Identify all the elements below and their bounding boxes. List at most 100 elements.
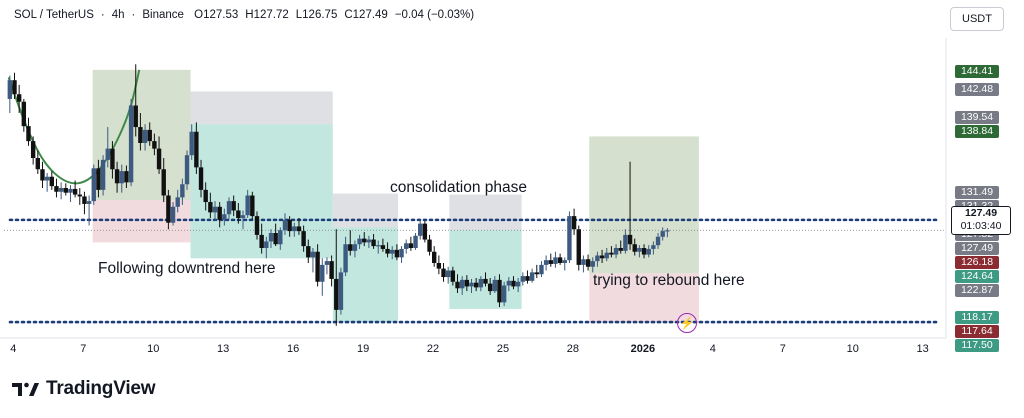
candle-51[interactable]: [245, 189, 250, 218]
candle-95[interactable]: [450, 266, 456, 286]
price-label-131-49[interactable]: 131.49: [955, 186, 999, 200]
candle-11[interactable]: [58, 182, 64, 200]
candle-21[interactable]: [105, 127, 110, 168]
candle-78[interactable]: [371, 233, 376, 249]
candle-105[interactable]: [497, 274, 502, 308]
price-label-118-17[interactable]: 118.17: [955, 311, 999, 325]
downtrend-label[interactable]: Following downtrend here: [98, 260, 276, 277]
candle-140[interactable]: [660, 227, 665, 241]
candle-2[interactable]: [16, 84, 22, 113]
candle-91[interactable]: [431, 246, 437, 267]
trend-curve[interactable]: [7, 69, 141, 185]
candle-12[interactable]: [63, 183, 68, 196]
candle-44[interactable]: [212, 201, 218, 221]
candle-55[interactable]: [264, 236, 269, 259]
candle-20[interactable]: [100, 155, 106, 196]
candle-35[interactable]: [170, 202, 176, 226]
candle-88[interactable]: [418, 219, 423, 240]
candle-126[interactable]: [595, 251, 600, 267]
candle-31[interactable]: [152, 133, 157, 156]
candle-8[interactable]: [44, 173, 50, 192]
candle-94[interactable]: [445, 266, 451, 284]
candle-65[interactable]: [310, 248, 316, 273]
candle-56[interactable]: [268, 229, 274, 248]
candle-112[interactable]: [529, 268, 535, 283]
gray-zone-2[interactable]: [332, 193, 399, 228]
candle-125[interactable]: [590, 257, 595, 273]
candle-47[interactable]: [226, 197, 232, 219]
candle-59[interactable]: [282, 213, 288, 235]
candle-92[interactable]: [436, 255, 442, 275]
candle-1[interactable]: [12, 72, 17, 99]
candle-62[interactable]: [296, 218, 302, 235]
candle-81[interactable]: [385, 242, 390, 258]
candle-43[interactable]: [208, 192, 213, 218]
price-label-117-50[interactable]: 117.50: [955, 339, 999, 353]
candle-38[interactable]: [184, 150, 190, 190]
rebound-label[interactable]: trying to rebound here: [593, 272, 745, 289]
candle-73[interactable]: [348, 230, 353, 256]
candle-28[interactable]: [138, 113, 143, 151]
candle-27[interactable]: [133, 64, 138, 137]
price-label-142-48[interactable]: 142.48: [955, 83, 999, 97]
candle-93[interactable]: [441, 263, 446, 282]
candle-130[interactable]: [613, 244, 619, 259]
candle-25[interactable]: [124, 165, 129, 189]
candle-80[interactable]: [380, 238, 386, 252]
candle-48[interactable]: [231, 195, 236, 217]
candle-74[interactable]: [352, 240, 358, 258]
candle-77[interactable]: [366, 235, 372, 248]
candle-34[interactable]: [166, 189, 171, 230]
interval-label[interactable]: 4h: [111, 9, 125, 21]
consolidation-label[interactable]: consolidation phase: [390, 179, 528, 196]
candle-134[interactable]: [632, 238, 637, 256]
candle-36[interactable]: [175, 189, 180, 213]
candle-67[interactable]: [320, 258, 325, 296]
candle-110[interactable]: [520, 272, 525, 286]
candle-18[interactable]: [91, 164, 96, 205]
candle-133[interactable]: [627, 161, 633, 250]
candle-54[interactable]: [259, 223, 264, 254]
candle-114[interactable]: [539, 261, 544, 278]
candle-66[interactable]: [315, 244, 320, 287]
candle-15[interactable]: [77, 188, 82, 205]
candle-14[interactable]: [72, 180, 78, 198]
candle-6[interactable]: [35, 150, 41, 174]
candle-29[interactable]: [142, 124, 148, 151]
candle-53[interactable]: [254, 211, 260, 240]
price-label-138-84[interactable]: 138.84: [955, 124, 999, 138]
candle-106[interactable]: [501, 281, 507, 307]
candle-26[interactable]: [128, 98, 134, 187]
candle-123[interactable]: [581, 255, 586, 273]
candle-96[interactable]: [455, 274, 460, 293]
candle-122[interactable]: [576, 225, 581, 271]
candle-58[interactable]: [278, 227, 283, 250]
candle-108[interactable]: [511, 276, 516, 290]
candle-71[interactable]: [338, 267, 344, 315]
candle-116[interactable]: [548, 253, 553, 267]
candle-98[interactable]: [464, 275, 470, 292]
currency-unit-button[interactable]: USDT: [950, 7, 1004, 31]
candle-10[interactable]: [54, 178, 59, 198]
candle-138[interactable]: [651, 241, 656, 255]
candle-76[interactable]: [362, 232, 367, 247]
candle-24[interactable]: [119, 164, 124, 193]
green-zone-3[interactable]: [449, 230, 522, 309]
candle-72[interactable]: [343, 236, 348, 277]
candle-137[interactable]: [646, 245, 651, 258]
candle-50[interactable]: [240, 210, 246, 230]
candle-102[interactable]: [483, 272, 488, 287]
candle-17[interactable]: [86, 195, 92, 226]
candle-45[interactable]: [217, 202, 222, 228]
candle-111[interactable]: [525, 270, 530, 284]
candle-7[interactable]: [40, 161, 45, 188]
candle-139[interactable]: [655, 233, 661, 249]
candle-68[interactable]: [324, 257, 330, 275]
price-label-117-64[interactable]: 117.64: [955, 325, 999, 339]
candle-136[interactable]: [641, 244, 647, 259]
candle-109[interactable]: [515, 278, 521, 293]
candle-52[interactable]: [250, 191, 255, 220]
candle-23[interactable]: [114, 161, 120, 193]
